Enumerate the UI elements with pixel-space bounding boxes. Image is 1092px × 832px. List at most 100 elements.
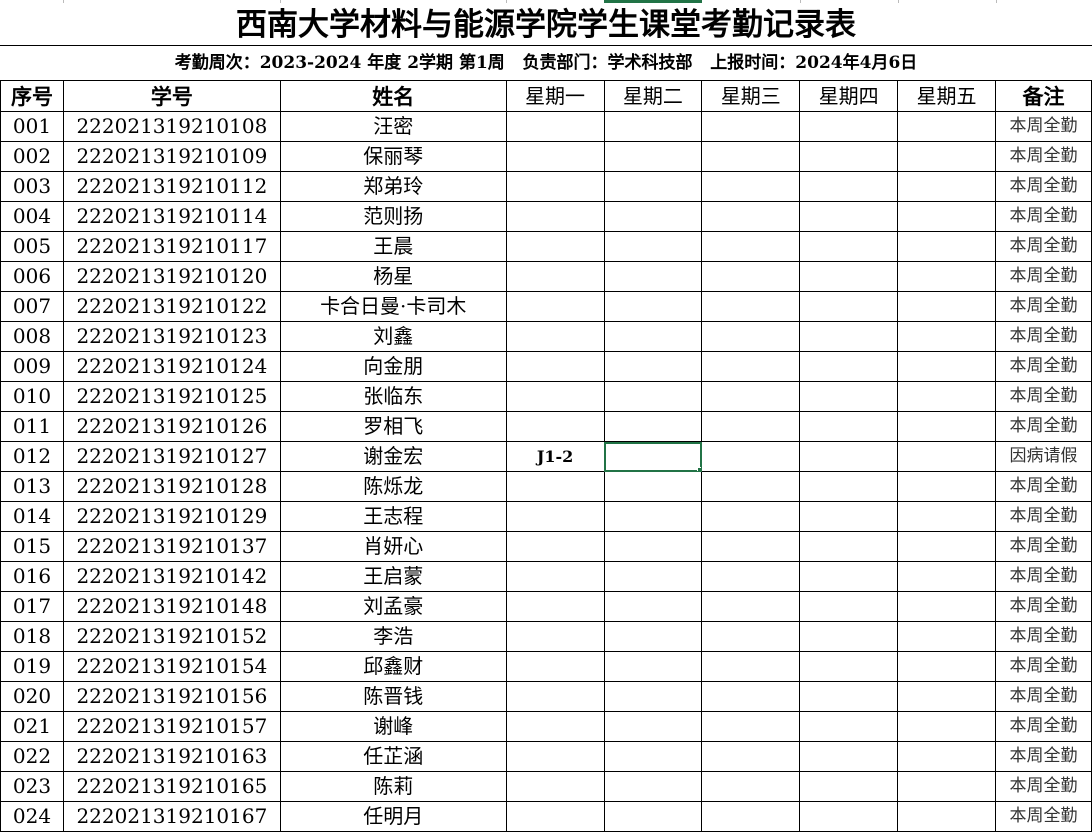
cell-col-student-id[interactable]: 222021319210122 <box>62 291 281 322</box>
cell-col-remarks[interactable]: 本周全勤 <box>995 501 1092 532</box>
header-col-friday[interactable]: 星期五 <box>897 80 996 112</box>
cell-col-thursday[interactable] <box>799 411 899 442</box>
header-col-monday[interactable]: 星期一 <box>505 80 605 112</box>
cell-col-monday[interactable] <box>505 231 605 262</box>
cell-col-seq[interactable]: 018 <box>0 621 64 652</box>
cell-col-remarks[interactable]: 本周全勤 <box>995 561 1092 592</box>
cell-col-seq[interactable]: 002 <box>0 141 64 172</box>
cell-col-name[interactable]: 谢峰 <box>279 711 507 742</box>
cell-col-student-id[interactable]: 222021319210117 <box>62 231 281 262</box>
cell-col-wednesday[interactable] <box>701 381 801 412</box>
cell-col-monday[interactable] <box>505 381 605 412</box>
cell-col-monday[interactable] <box>505 111 605 142</box>
cell-col-friday[interactable] <box>897 711 996 742</box>
cell-col-tuesday[interactable] <box>603 141 703 172</box>
cell-col-monday[interactable] <box>505 291 605 322</box>
cell-col-monday[interactable] <box>505 411 605 442</box>
cell-col-tuesday[interactable] <box>603 531 703 562</box>
cell-col-remarks[interactable]: 因病请假 <box>995 441 1092 472</box>
cell-col-remarks[interactable]: 本周全勤 <box>995 411 1092 442</box>
cell-col-remarks[interactable]: 本周全勤 <box>995 381 1092 412</box>
cell-col-thursday[interactable] <box>799 321 899 352</box>
cell-col-monday[interactable] <box>505 261 605 292</box>
fill-handle[interactable] <box>697 467 701 471</box>
cell-col-seq[interactable]: 015 <box>0 531 64 562</box>
cell-col-name[interactable]: 卡合日曼·卡司木 <box>279 291 507 322</box>
cell-col-monday[interactable] <box>505 351 605 382</box>
cell-col-seq[interactable]: 008 <box>0 321 64 352</box>
cell-col-friday[interactable] <box>897 621 996 652</box>
cell-col-friday[interactable] <box>897 741 996 772</box>
cell-col-seq[interactable]: 013 <box>0 471 64 502</box>
cell-col-monday[interactable] <box>505 801 605 832</box>
cell-col-name[interactable]: 汪密 <box>279 111 507 142</box>
cell-col-friday[interactable] <box>897 261 996 292</box>
cell-col-tuesday[interactable] <box>603 771 703 802</box>
cell-col-tuesday[interactable] <box>603 711 703 742</box>
cell-col-tuesday[interactable] <box>603 171 703 202</box>
cell-col-thursday[interactable] <box>799 771 899 802</box>
cell-col-wednesday[interactable] <box>701 171 801 202</box>
cell-col-remarks[interactable]: 本周全勤 <box>995 321 1092 352</box>
cell-col-remarks[interactable]: 本周全勤 <box>995 471 1092 502</box>
cell-col-student-id[interactable]: 222021319210112 <box>62 171 281 202</box>
cell-col-wednesday[interactable] <box>701 471 801 502</box>
cell-col-tuesday[interactable] <box>603 351 703 382</box>
cell-col-remarks[interactable]: 本周全勤 <box>995 741 1092 772</box>
cell-col-friday[interactable] <box>897 381 996 412</box>
cell-col-name[interactable]: 保丽琴 <box>279 141 507 172</box>
cell-col-wednesday[interactable] <box>701 741 801 772</box>
header-col-thursday[interactable]: 星期四 <box>799 80 899 112</box>
cell-col-friday[interactable] <box>897 651 996 682</box>
cell-col-monday[interactable] <box>505 741 605 772</box>
header-col-student-id[interactable]: 学号 <box>62 80 281 112</box>
cell-col-remarks[interactable]: 本周全勤 <box>995 111 1092 142</box>
cell-col-name[interactable]: 任明月 <box>279 801 507 832</box>
cell-col-wednesday[interactable] <box>701 321 801 352</box>
cell-col-monday[interactable] <box>505 681 605 712</box>
cell-col-name[interactable]: 邱鑫财 <box>279 651 507 682</box>
header-col-name[interactable]: 姓名 <box>279 80 507 112</box>
cell-col-friday[interactable] <box>897 231 996 262</box>
cell-col-monday[interactable] <box>505 771 605 802</box>
cell-col-seq[interactable]: 023 <box>0 771 64 802</box>
cell-col-tuesday[interactable] <box>603 651 703 682</box>
cell-col-monday[interactable] <box>505 471 605 502</box>
cell-col-student-id[interactable]: 222021319210125 <box>62 381 281 412</box>
cell-col-student-id[interactable]: 222021319210152 <box>62 621 281 652</box>
cell-col-tuesday[interactable] <box>603 621 703 652</box>
cell-col-friday[interactable] <box>897 411 996 442</box>
cell-col-monday[interactable] <box>505 561 605 592</box>
cell-col-student-id[interactable]: 222021319210128 <box>62 471 281 502</box>
cell-col-tuesday[interactable] <box>603 501 703 532</box>
cell-col-name[interactable]: 刘孟豪 <box>279 591 507 622</box>
cell-col-monday[interactable] <box>505 501 605 532</box>
cell-col-wednesday[interactable] <box>701 801 801 832</box>
cell-col-student-id[interactable]: 222021319210156 <box>62 681 281 712</box>
cell-col-monday[interactable] <box>505 171 605 202</box>
cell-col-wednesday[interactable] <box>701 711 801 742</box>
cell-col-name[interactable]: 陈烁龙 <box>279 471 507 502</box>
cell-col-friday[interactable] <box>897 561 996 592</box>
cell-col-student-id[interactable]: 222021319210163 <box>62 741 281 772</box>
cell-col-wednesday[interactable] <box>701 561 801 592</box>
cell-col-remarks[interactable]: 本周全勤 <box>995 261 1092 292</box>
cell-col-name[interactable]: 陈晋钱 <box>279 681 507 712</box>
sheet-subtitle[interactable]: 考勤周次：2023-2024 年度 2学期 第1周 负责部门：学术科技部 上报时… <box>174 53 918 73</box>
cell-col-seq[interactable]: 011 <box>0 411 64 442</box>
cell-col-seq[interactable]: 016 <box>0 561 64 592</box>
cell-col-thursday[interactable] <box>799 471 899 502</box>
cell-col-tuesday[interactable] <box>603 471 703 502</box>
cell-col-remarks[interactable]: 本周全勤 <box>995 591 1092 622</box>
cell-col-name[interactable]: 王晨 <box>279 231 507 262</box>
cell-col-monday[interactable] <box>505 711 605 742</box>
cell-col-name[interactable]: 刘鑫 <box>279 321 507 352</box>
cell-col-tuesday[interactable] <box>603 291 703 322</box>
header-col-seq[interactable]: 序号 <box>0 80 64 112</box>
cell-col-student-id[interactable]: 222021319210124 <box>62 351 281 382</box>
cell-col-name[interactable]: 王志程 <box>279 501 507 532</box>
cell-col-tuesday[interactable] <box>603 801 703 832</box>
header-col-remarks[interactable]: 备注 <box>995 80 1092 112</box>
cell-col-seq[interactable]: 004 <box>0 201 64 232</box>
cell-col-wednesday[interactable] <box>701 351 801 382</box>
